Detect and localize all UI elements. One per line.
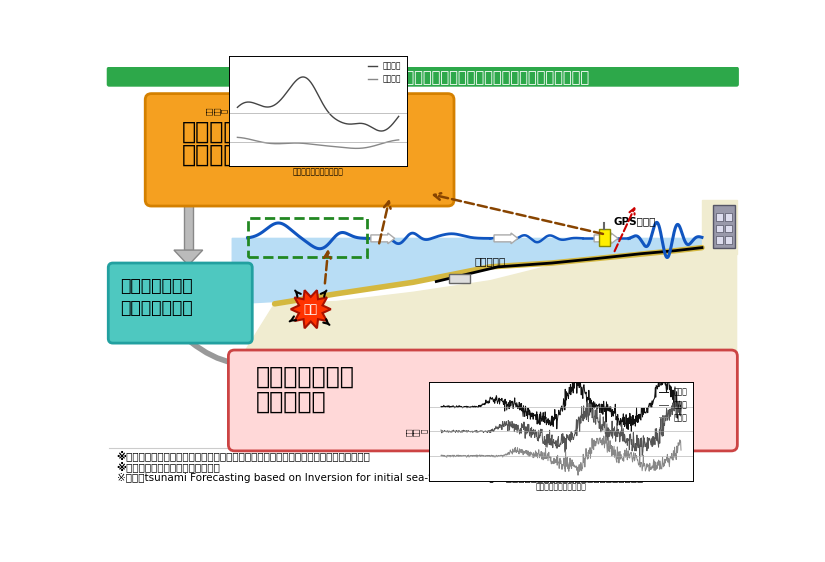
Text: ※３　「tsunami Forecasting based on Inversion for initial sea-Surface Height」の略称。気象: ※３ 「tsunami Forecasting based on Inversi… <box>117 473 643 483</box>
Bar <box>599 229 610 246</box>
Polygon shape <box>233 246 737 371</box>
FancyArrow shape <box>371 233 394 244</box>
Bar <box>716 236 723 244</box>
Bar <box>449 274 470 283</box>
Text: 地震: 地震 <box>304 303 318 316</box>
Text: GPS波浪計: GPS波浪計 <box>614 216 656 226</box>
FancyBboxPatch shape <box>145 94 454 206</box>
Y-axis label: 初期
の波
高: 初期 の波 高 <box>406 427 427 436</box>
Text: 海底津波計: 海底津波計 <box>475 256 506 266</box>
Y-axis label: 初期
の波
高: 初期 の波 高 <box>206 107 228 115</box>
Text: 迅速に予測: 迅速に予測 <box>256 389 326 414</box>
Legend: 地点１, 地点２, 地点３: 地点１, 地点２, 地点３ <box>655 384 691 425</box>
Bar <box>184 202 193 250</box>
Legend: 津波計１, 津波計２: 津波計１, 津波計２ <box>365 58 404 87</box>
Bar <box>725 236 732 244</box>
Text: 沖合で津波を: 沖合で津波を <box>182 120 267 144</box>
FancyArrow shape <box>594 233 618 244</box>
Polygon shape <box>290 290 331 328</box>
Bar <box>714 205 735 248</box>
Text: いち早く観測: いち早く観測 <box>182 143 267 167</box>
Polygon shape <box>174 250 203 265</box>
Text: ※１　気象庁、海洋研究開発機構、防災科学技術研究所、東京大学地震研究所により設置: ※１ 気象庁、海洋研究開発機構、防災科学技術研究所、東京大学地震研究所により設置 <box>117 450 370 461</box>
FancyBboxPatch shape <box>229 350 738 451</box>
FancyBboxPatch shape <box>106 67 739 87</box>
Text: 沿岸の津波高を: 沿岸の津波高を <box>256 365 354 389</box>
Text: 波高分布を推定: 波高分布を推定 <box>120 298 193 316</box>
Bar <box>248 219 367 257</box>
FancyBboxPatch shape <box>108 263 252 343</box>
FancyArrow shape <box>494 233 518 244</box>
Polygon shape <box>702 200 737 254</box>
Polygon shape <box>233 238 706 304</box>
Bar <box>716 213 723 221</box>
Text: tFISH（沖合の観測データから沿岸の津波の高さなどを予測する手法）の概念図: tFISH（沖合の観測データから沿岸の津波の高さなどを予測する手法）の概念図 <box>256 69 590 84</box>
Bar <box>716 225 723 232</box>
X-axis label: 地震発生からの経過時間: 地震発生からの経過時間 <box>535 482 587 491</box>
Bar <box>725 213 732 221</box>
Bar <box>725 225 732 232</box>
X-axis label: 地震発生からの経過時間: 地震発生からの経過時間 <box>293 167 343 176</box>
Text: 地震発生直後の: 地震発生直後の <box>120 277 193 295</box>
Text: ※２　国土交通省港湾局により設置: ※２ 国土交通省港湾局により設置 <box>117 461 220 472</box>
